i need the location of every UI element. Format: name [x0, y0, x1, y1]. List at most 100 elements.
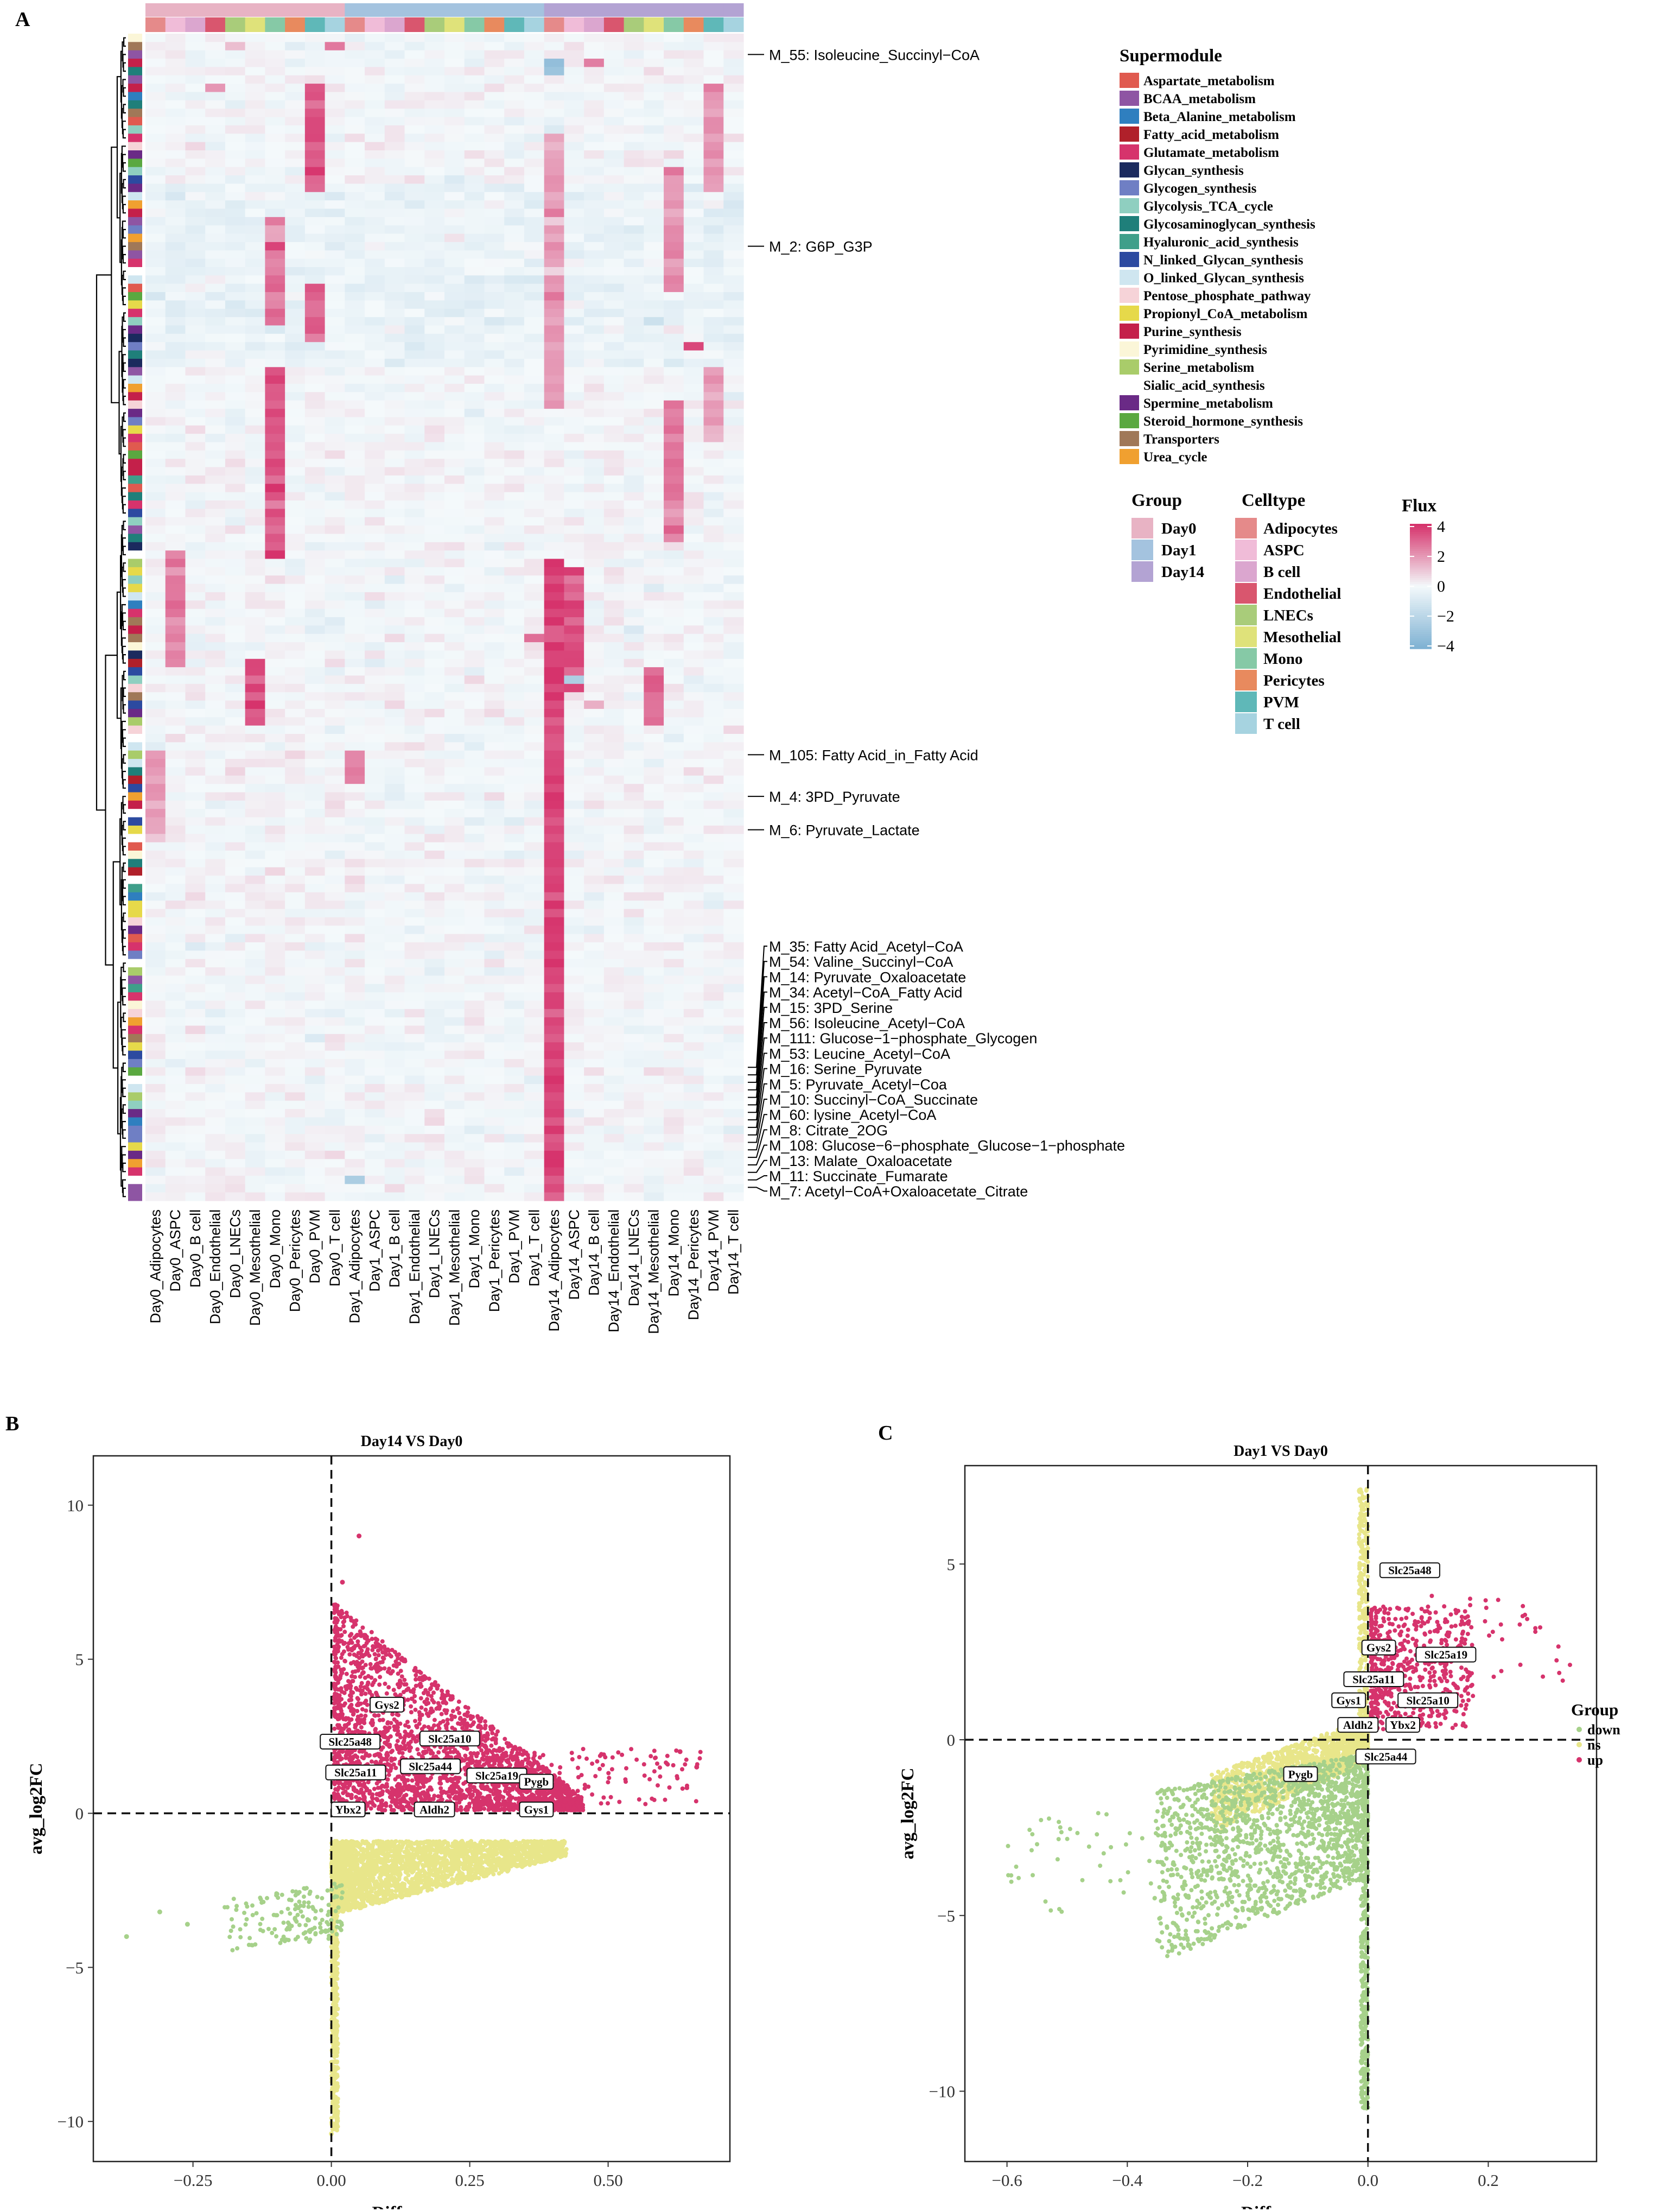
- heatmap-cell: [265, 676, 285, 684]
- heatmap-cell: [684, 559, 704, 568]
- supermodule-legend-label: Spermine_metabolism: [1143, 396, 1273, 411]
- heatmap-cell: [185, 250, 205, 259]
- heatmap-cell: [564, 959, 584, 968]
- heatmap-cell: [205, 59, 225, 67]
- heatmap-cell: [644, 609, 664, 618]
- heatmap-cell: [245, 859, 265, 867]
- heatmap-cell: [185, 892, 205, 901]
- heatmap-cell: [365, 217, 385, 226]
- heatmap-cell: [345, 959, 365, 968]
- heatmap-cell: [484, 892, 504, 901]
- heatmap-cell: [145, 1026, 166, 1035]
- heatmap-cell: [285, 34, 305, 42]
- column-group-bar: [584, 3, 604, 17]
- heatmap-cell: [564, 909, 584, 918]
- heatmap-cell: [484, 701, 504, 709]
- heatmap-cell: [385, 1176, 405, 1184]
- column-celltype-bar: [385, 17, 405, 32]
- heatmap-cell: [265, 492, 285, 501]
- dendrogram-branch: [123, 384, 124, 401]
- heatmap-cell: [465, 984, 485, 993]
- heatmap-cell: [225, 834, 245, 842]
- heatmap-cell: [265, 926, 285, 934]
- heatmap-cell: [385, 100, 405, 109]
- heatmap-cell: [424, 459, 444, 467]
- heatmap-cell: [166, 692, 186, 701]
- heatmap-cell: [325, 676, 345, 684]
- heatmap-cell: [723, 892, 743, 901]
- heatmap-cell: [564, 167, 584, 176]
- heatmap-cell: [345, 917, 365, 926]
- heatmap-cell: [145, 959, 166, 968]
- heatmap-cell: [185, 384, 205, 392]
- row-annotation-cell: [128, 367, 142, 376]
- heatmap-cell: [166, 476, 186, 484]
- heatmap-cell: [444, 567, 465, 576]
- heatmap-cell: [145, 592, 166, 601]
- heatmap-cell: [723, 217, 743, 226]
- heatmap-cell: [504, 642, 524, 651]
- heatmap-cell: [465, 701, 485, 709]
- heatmap-cell: [465, 267, 485, 276]
- row-annotation-cell: [128, 84, 142, 92]
- heatmap-cell: [504, 1151, 524, 1159]
- column-group-bar: [245, 3, 265, 17]
- heatmap-cell: [524, 442, 544, 451]
- column-group-bar: [484, 3, 504, 17]
- heatmap-cell: [424, 834, 444, 842]
- heatmap-cell: [664, 776, 684, 784]
- heatmap-cell: [345, 1101, 365, 1110]
- supermodule-legend-label: Glycolysis_TCA_cycle: [1143, 199, 1273, 214]
- heatmap-cell: [504, 417, 524, 426]
- supermodule-legend-swatch: [1120, 234, 1139, 249]
- heatmap-cell: [504, 167, 524, 176]
- row-annotation-cell: [128, 1159, 142, 1168]
- heatmap-cell: [345, 117, 365, 126]
- heatmap-cell: [245, 834, 265, 842]
- heatmap-cell: [604, 134, 624, 142]
- heatmap-cell: [424, 1109, 444, 1118]
- heatmap-cell: [504, 75, 524, 84]
- heatmap-cell: [345, 92, 365, 101]
- heatmap-cell: [245, 142, 265, 151]
- heatmap-cell: [285, 550, 305, 559]
- column-group-bar: [145, 3, 166, 17]
- heatmap-cell: [405, 500, 425, 509]
- heatmap-cell: [644, 509, 664, 517]
- heatmap-cell: [285, 117, 305, 126]
- heatmap-cell: [704, 250, 724, 259]
- heatmap-cell: [325, 600, 345, 609]
- heatmap-cell: [205, 175, 225, 184]
- heatmap-cell: [564, 1168, 584, 1176]
- supermodule-legend-label: Fatty_acid_metabolism: [1143, 128, 1279, 142]
- heatmap-cell: [723, 1067, 743, 1076]
- heatmap-cell: [624, 192, 644, 201]
- heatmap-cell: [245, 1184, 265, 1193]
- dendrogram-branch: [123, 997, 126, 1005]
- heatmap-cell: [265, 726, 285, 734]
- heatmap-cell: [285, 100, 305, 109]
- heatmap-cell: [305, 1009, 325, 1018]
- heatmap-cell: [225, 634, 245, 643]
- heatmap-cell: [365, 401, 385, 409]
- dendrogram-branch: [122, 227, 123, 252]
- heatmap-cell: [584, 851, 604, 859]
- heatmap-cell: [325, 592, 345, 601]
- heatmap-cell: [166, 892, 186, 901]
- heatmap-cell: [285, 159, 305, 167]
- heatmap-cell: [484, 767, 504, 776]
- row-annotation-cell: [128, 625, 142, 634]
- heatmap-cell: [624, 909, 644, 918]
- heatmap-cell: [185, 975, 205, 984]
- heatmap-cell: [723, 1042, 743, 1051]
- heatmap-cell: [305, 1176, 325, 1184]
- heatmap-cell: [365, 1034, 385, 1043]
- heatmap-cell: [385, 334, 405, 343]
- heatmap-cell: [564, 300, 584, 309]
- heatmap-cell: [444, 467, 465, 476]
- heatmap-cell: [524, 559, 544, 568]
- heatmap-cell: [225, 950, 245, 959]
- heatmap-cell: [265, 1101, 285, 1110]
- heatmap-cell: [245, 1126, 265, 1134]
- heatmap-cell: [265, 1092, 285, 1101]
